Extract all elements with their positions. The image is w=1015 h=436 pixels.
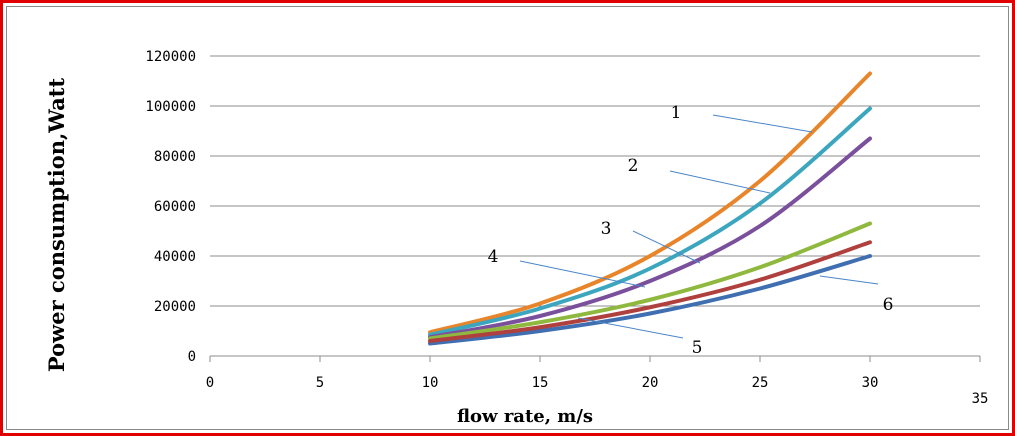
series-label-4: 4 bbox=[488, 247, 499, 267]
series-line-3 bbox=[428, 136, 872, 340]
series-label-5: 5 bbox=[692, 338, 703, 358]
x-tick-label: 35 bbox=[972, 391, 989, 407]
y-tick-label: 80000 bbox=[154, 149, 196, 165]
callout-leader-line bbox=[632, 230, 701, 264]
series-line-1 bbox=[428, 71, 872, 335]
x-tick-label: 30 bbox=[862, 375, 879, 391]
y-tick-label: 100000 bbox=[145, 99, 196, 115]
series-line-4 bbox=[428, 221, 872, 341]
x-tick-label: 15 bbox=[532, 375, 549, 391]
callout-leader-line bbox=[819, 275, 879, 285]
series-lines bbox=[428, 71, 872, 346]
x-tick-label: 10 bbox=[422, 375, 439, 391]
y-tick-label: 40000 bbox=[154, 249, 196, 265]
callout-leader-line bbox=[712, 114, 813, 133]
y-tick-label: 20000 bbox=[154, 299, 196, 315]
x-tick-label: 25 bbox=[752, 375, 769, 391]
x-tick-labels: 0 5 10 15 20 25 30 35 bbox=[206, 375, 989, 407]
callout-leader-line bbox=[519, 260, 646, 288]
series-label-2: 2 bbox=[628, 156, 639, 176]
x-tick-label: 0 bbox=[206, 375, 214, 391]
chart-inner-border bbox=[6, 6, 1009, 430]
series-callouts: 1 2 3 4 5 6 bbox=[488, 103, 894, 358]
y-tick-label: 120000 bbox=[145, 49, 196, 65]
series-label-1: 1 bbox=[671, 103, 682, 123]
callout-leader-line bbox=[577, 317, 684, 339]
gridlines bbox=[210, 55, 980, 307]
x-tick-label: 5 bbox=[316, 375, 324, 391]
y-axis-label: Power consumption,Watt bbox=[44, 78, 69, 372]
series-line-2 bbox=[428, 106, 872, 337]
series-line-5 bbox=[428, 254, 872, 346]
x-axis-label: flow rate, m/s bbox=[457, 406, 593, 427]
x-tick-label: 20 bbox=[642, 375, 659, 391]
callout-leader-line bbox=[669, 170, 771, 194]
y-tick-label: 60000 bbox=[154, 199, 196, 215]
series-label-6: 6 bbox=[883, 295, 894, 315]
y-tick-label: 0 bbox=[188, 349, 196, 365]
axes bbox=[209, 355, 981, 362]
y-tick-labels: 0 20000 40000 60000 80000 100000 120000 bbox=[145, 49, 196, 365]
series-label-3: 3 bbox=[601, 219, 612, 239]
series-line-6 bbox=[428, 240, 872, 343]
